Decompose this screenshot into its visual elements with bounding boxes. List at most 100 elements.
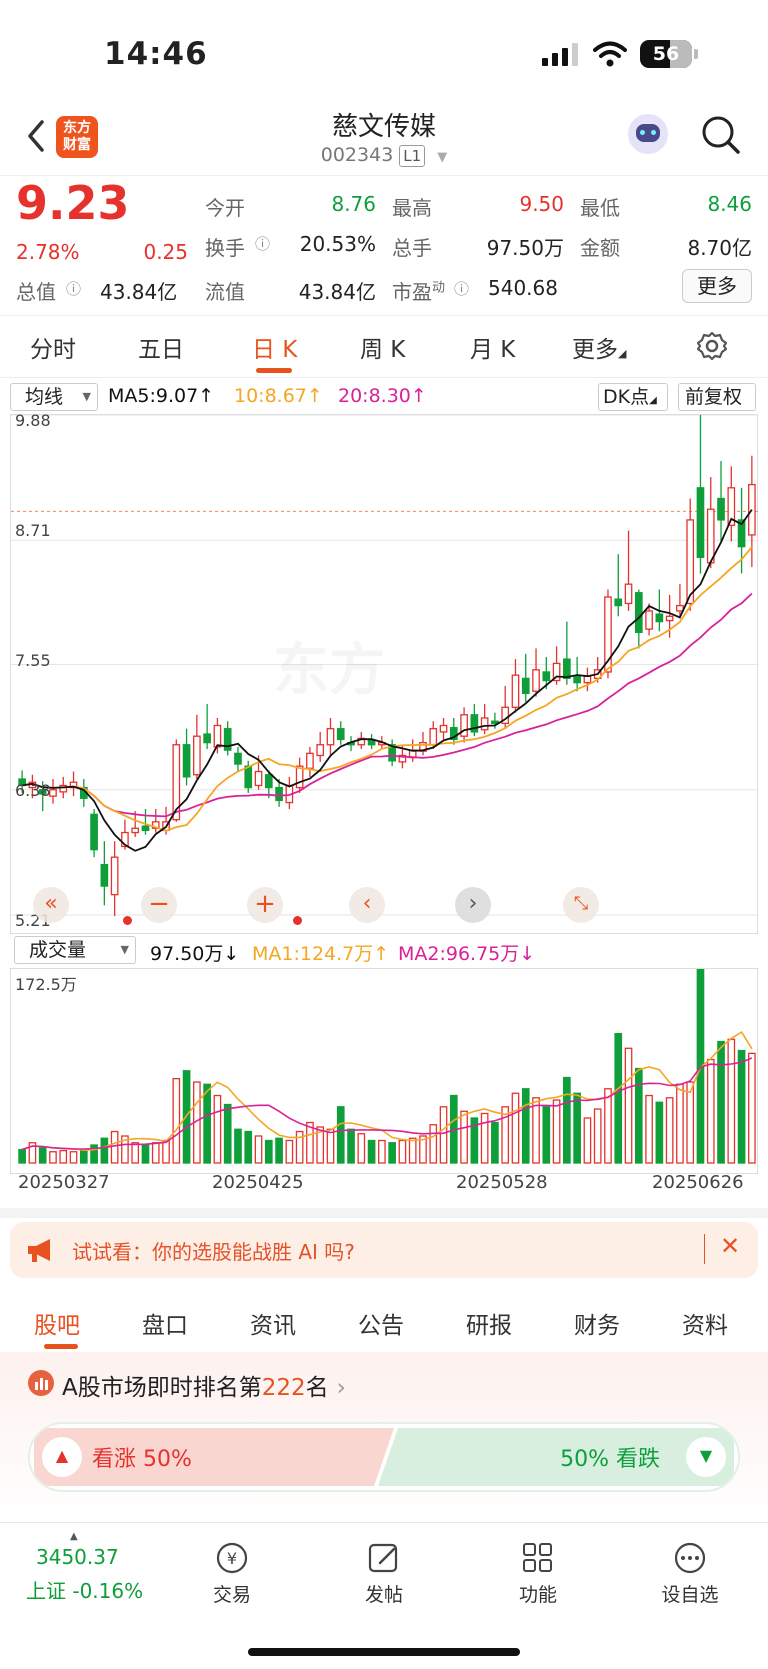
- bullish-button[interactable]: ▲: [42, 1437, 82, 1477]
- settings-gear-icon[interactable]: [696, 330, 728, 362]
- ma10-legend: 10:8.67↑: [234, 385, 323, 407]
- tab-research[interactable]: 研报: [466, 1313, 512, 1339]
- event-marker-dot[interactable]: [293, 916, 302, 925]
- volume-bar: [470, 1117, 479, 1164]
- tab-five-day[interactable]: 五日: [138, 337, 184, 363]
- candle-body: [460, 714, 468, 737]
- candle-body: [737, 519, 746, 548]
- float-label: 流值: [205, 280, 245, 304]
- up-arrow-icon: ↑: [306, 385, 323, 407]
- volume-bar: [717, 1040, 725, 1164]
- fullscreen-icon[interactable]: ⤡: [563, 887, 599, 923]
- tab-finance[interactable]: 财务: [574, 1313, 620, 1339]
- volume-bar: [378, 1139, 386, 1164]
- stock-code-row[interactable]: 002343 L1 ▼: [0, 144, 768, 167]
- robot-avatar-icon[interactable]: [628, 114, 668, 154]
- volume-bar: [336, 1106, 345, 1164]
- period-tabs: 分时 五日 日 K 周 K 月 K 更多◢: [0, 316, 768, 378]
- turnover-label: 换手: [205, 236, 245, 260]
- promo-banner[interactable]: 试试看：你的选股能战胜 AI 吗? ✕: [10, 1222, 758, 1278]
- volume-selector[interactable]: 成交量 ▼: [14, 936, 136, 964]
- tab-intraday[interactable]: 分时: [30, 337, 76, 363]
- triangle-up-icon: ▲: [55, 1446, 69, 1465]
- volume-bar: [121, 1135, 129, 1164]
- candle-body: [511, 674, 520, 708]
- search-icon[interactable]: [700, 114, 742, 156]
- trade-yuan-icon: ¥: [216, 1542, 248, 1574]
- info-icon[interactable]: ⓘ: [454, 280, 470, 298]
- candle-body: [213, 724, 222, 748]
- candle-body: [717, 497, 725, 521]
- volume-chart[interactable]: 172.5万: [10, 968, 758, 1174]
- bearish-button[interactable]: ▼: [686, 1437, 726, 1477]
- ma10-value: 10:8.67: [234, 385, 307, 407]
- rank-prefix: A股市场即时排名第: [62, 1375, 262, 1401]
- candle-body: [552, 662, 561, 682]
- add-watchlist-label: 设自选: [661, 1584, 719, 1606]
- candle-body: [306, 752, 314, 769]
- volume-bar: [223, 1103, 232, 1164]
- price-axis-label: 6.38: [15, 781, 51, 800]
- candle-body: [429, 728, 438, 746]
- back-icon[interactable]: [22, 116, 52, 156]
- candle-body: [573, 675, 581, 684]
- kline-chart[interactable]: 东方 9.88 8.71 7.55 6.38 5.21 « − + ‹ › ⤡: [10, 411, 759, 934]
- indicator-selector[interactable]: 均线 ▼: [10, 383, 98, 411]
- tab-pankou[interactable]: 盘口: [142, 1313, 188, 1339]
- trade-button[interactable]: ¥ 交易: [182, 1541, 282, 1607]
- date-label: 20250528: [456, 1172, 548, 1193]
- zoom-out-icon[interactable]: −: [141, 887, 177, 923]
- tab-guba[interactable]: 股吧: [34, 1313, 80, 1339]
- scroll-right-icon[interactable]: ›: [455, 887, 491, 923]
- volume-bar: [285, 1139, 294, 1164]
- volume-bar: [706, 1058, 715, 1164]
- function-button[interactable]: 功能: [488, 1541, 588, 1607]
- caret-icon: ◢: [649, 395, 657, 406]
- tab-monthly-k[interactable]: 月 K: [470, 337, 516, 363]
- tab-more[interactable]: 更多◢: [572, 330, 626, 364]
- post-button[interactable]: 发帖: [334, 1541, 434, 1607]
- volume-bar: [100, 1137, 109, 1164]
- ma20-legend: 20:8.30↑: [338, 385, 427, 407]
- index-value[interactable]: 3450.37: [36, 1545, 119, 1569]
- float-value: 43.84亿: [298, 280, 376, 304]
- function-label: 功能: [518, 1584, 557, 1606]
- event-marker-dot[interactable]: [123, 916, 132, 925]
- tab-daily-k[interactable]: 日 K: [252, 337, 298, 363]
- volume-bar: [727, 1038, 736, 1164]
- app-logo[interactable]: 东方 财富: [56, 116, 98, 158]
- dk-point-button[interactable]: DK点◢: [598, 383, 668, 411]
- scroll-left-far-icon[interactable]: «: [33, 887, 69, 923]
- vote-down-segment: [378, 1428, 734, 1486]
- tab-weekly-k[interactable]: 周 K: [360, 337, 406, 363]
- active-subtab-indicator: [44, 1344, 78, 1349]
- tab-announcements[interactable]: 公告: [358, 1313, 404, 1339]
- price-axis-label: 7.55: [15, 651, 51, 670]
- candle-body: [706, 508, 715, 564]
- tab-profile[interactable]: 资料: [682, 1313, 728, 1339]
- add-watchlist-button[interactable]: 设自选: [640, 1541, 740, 1607]
- rank-link[interactable]: A股市场即时排名第222名 ›: [62, 1368, 346, 1402]
- volume-bar: [213, 1094, 222, 1164]
- date-label: 20250425: [212, 1172, 304, 1193]
- volume-bar: [460, 1110, 468, 1164]
- zoom-in-icon[interactable]: +: [247, 887, 283, 923]
- nav-bar: 东方 财富 慈文传媒 002343 L1 ▼: [0, 100, 768, 176]
- info-icon[interactable]: ⓘ: [255, 235, 271, 253]
- volume-value: 97.50万: [486, 236, 564, 260]
- banner-text: 试试看：你的选股能战胜 AI 吗?: [72, 1240, 355, 1264]
- more-button[interactable]: 更多: [682, 269, 752, 303]
- volume-axis-label: 172.5万: [15, 975, 77, 994]
- candle-body: [676, 604, 684, 612]
- adjust-button[interactable]: 前复权: [678, 383, 756, 411]
- low-value: 8.46: [707, 192, 752, 216]
- index-name[interactable]: 上证 -0.16%: [26, 1579, 144, 1603]
- post-label: 发帖: [364, 1584, 403, 1606]
- ma5-line: [21, 509, 753, 852]
- vote-up-segment: [34, 1428, 394, 1486]
- scroll-left-icon[interactable]: ‹: [349, 887, 385, 923]
- info-icon[interactable]: ⓘ: [66, 280, 82, 298]
- tab-news[interactable]: 资讯: [250, 1313, 296, 1339]
- candle-body: [367, 739, 376, 746]
- close-icon[interactable]: ✕: [720, 1232, 741, 1260]
